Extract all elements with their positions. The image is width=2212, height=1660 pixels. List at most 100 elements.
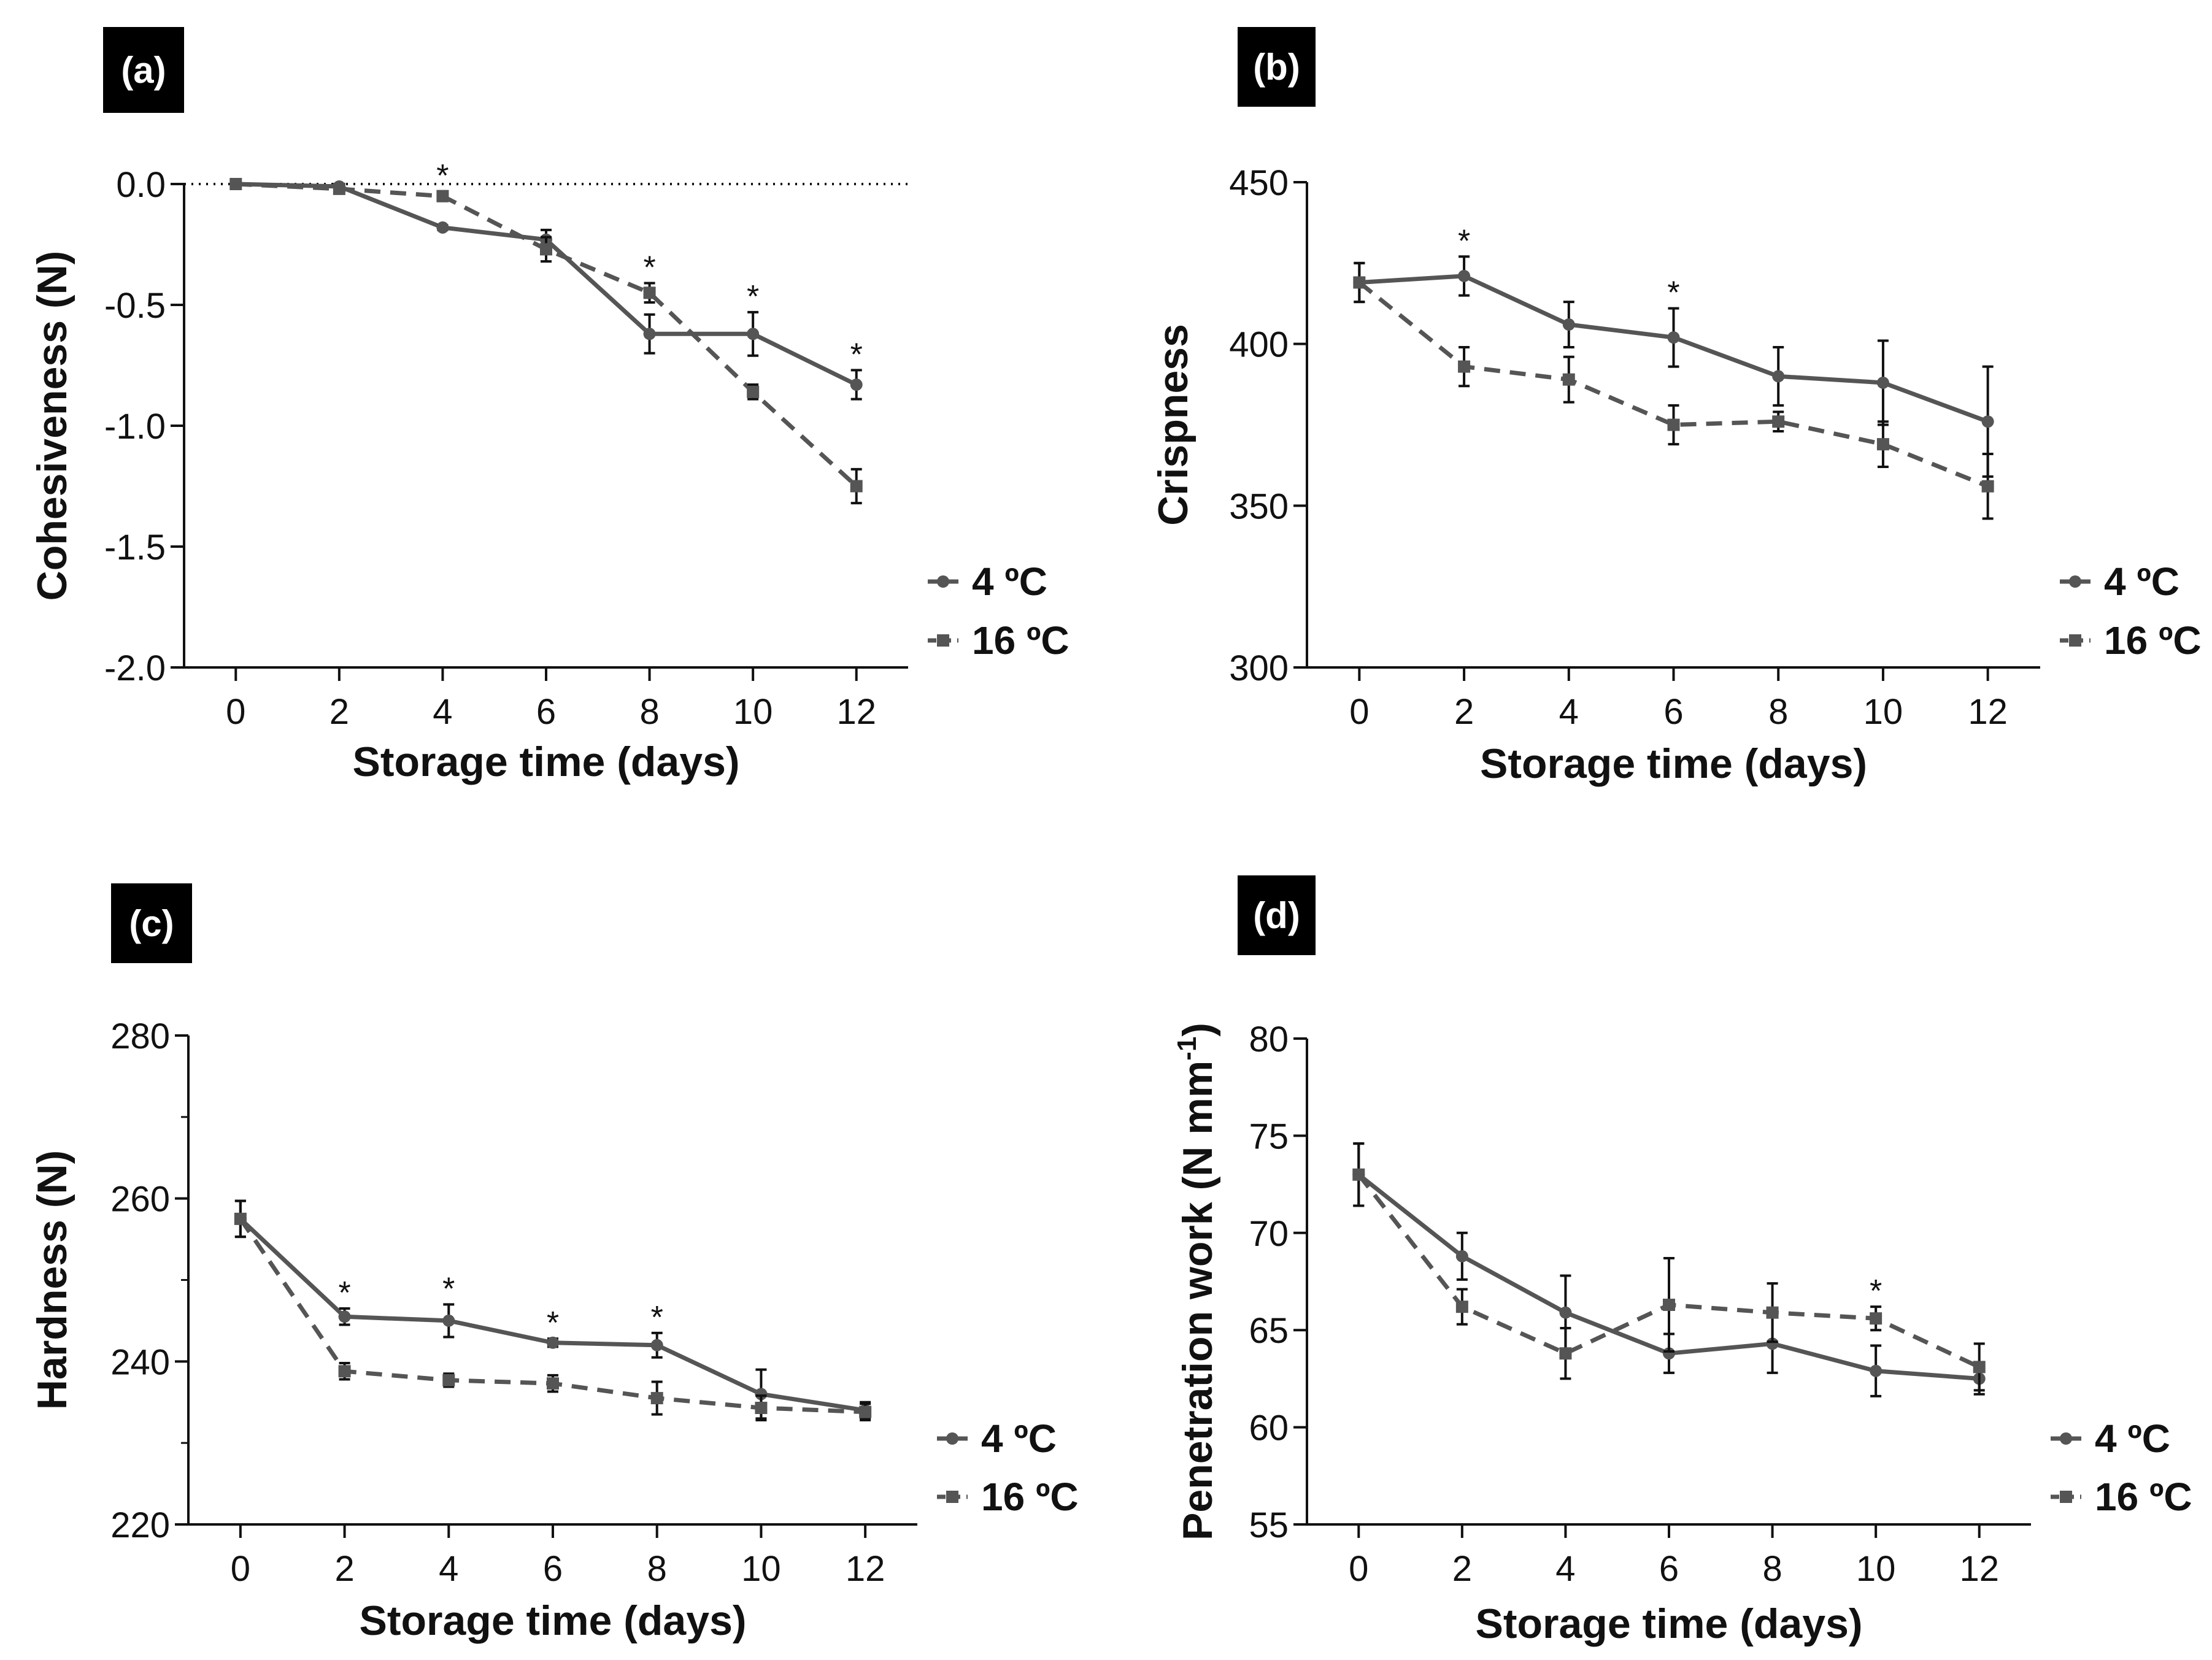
- x-tick-label: 8: [1762, 1549, 1782, 1589]
- data-point: [338, 1310, 351, 1323]
- data-point: [747, 385, 760, 398]
- panel-b: (b) 300 350 400 450 0 2 4 6 8 10 12 Storage time (da…: [1150, 27, 2202, 787]
- y-axis-title: Cohesiveness (N): [29, 251, 75, 601]
- data-point: [1455, 1301, 1468, 1313]
- x-tick-label: 2: [334, 1549, 354, 1589]
- data-point: [859, 1405, 872, 1418]
- y-tick-label: 65: [1249, 1311, 1289, 1351]
- data-point: [1876, 438, 1889, 451]
- panel-label-badge: [111, 883, 192, 963]
- significance-marker: *: [1667, 275, 1679, 311]
- significance-marker: *: [338, 1275, 350, 1311]
- y-axis-title: Penetration work (N mm-1): [1172, 1023, 1221, 1540]
- significance-marker: *: [547, 1305, 559, 1341]
- panel-label-badge: [103, 27, 184, 113]
- panel-a: (a) 0.0 -0.5 -1.0 -1.5 -2.0 0 2 4 6 8 10 12 Storage t…: [29, 27, 1069, 785]
- legend-marker: [937, 575, 949, 588]
- y-axis-title: Hardness (N): [29, 1150, 75, 1410]
- y-tick-label: 70: [1249, 1214, 1289, 1254]
- legend-label: 4 ºC: [972, 559, 1047, 604]
- y-tick-label: 350: [1229, 486, 1289, 526]
- data-point: [442, 1374, 455, 1386]
- y-axis-title-superscript: -1: [1172, 1037, 1202, 1061]
- y-tick-label: 0.0: [116, 165, 166, 205]
- data-point: [436, 221, 449, 234]
- series-16C: [234, 1199, 872, 1421]
- x-tick-label: 0: [1349, 1549, 1368, 1589]
- data-point: [442, 1314, 455, 1327]
- data-point: [436, 190, 449, 202]
- legend-label: 4 ºC: [981, 1416, 1057, 1461]
- y-tick-label: 240: [110, 1342, 170, 1382]
- x-tick-label: 12: [1959, 1549, 1999, 1589]
- data-point: [643, 328, 656, 340]
- series-4C: [229, 178, 863, 401]
- series-16C: [1353, 261, 1994, 520]
- x-axis-title: Storage time (days): [352, 739, 739, 785]
- x-tick-label: 2: [1452, 1549, 1472, 1589]
- data-point: [338, 1365, 351, 1378]
- panel-c: (c) 220 240 260 280 0 2 4 6 8 10 12 Storage time (da…: [29, 883, 1079, 1644]
- legend-marker: [2069, 575, 2081, 588]
- x-axis-title: Storage time (days): [1480, 740, 1867, 787]
- data-point: [1667, 331, 1680, 344]
- legend-label: 4 ºC: [2095, 1416, 2170, 1461]
- legend-label: 16 ºC: [2104, 618, 2202, 663]
- y-tick-label: 55: [1249, 1505, 1289, 1545]
- x-tick-label: 0: [1349, 692, 1369, 732]
- series-16C: [229, 178, 863, 505]
- x-tick-label: 6: [536, 692, 556, 732]
- y-tick-label: 280: [110, 1016, 170, 1056]
- panel-label: (a): [121, 50, 166, 91]
- x-axis-title: Storage time (days): [1475, 1600, 1862, 1647]
- y-tick-label: -1.5: [104, 528, 166, 567]
- x-tick-label: 8: [639, 692, 659, 732]
- data-point: [1981, 480, 1994, 493]
- data-point: [650, 1392, 663, 1405]
- significance-marker: *: [747, 279, 759, 315]
- panel-label: (b): [1253, 47, 1300, 88]
- data-point: [1352, 1168, 1365, 1181]
- data-point: [1772, 415, 1785, 428]
- x-tick-label: 2: [1454, 692, 1474, 732]
- x-tick-label: 0: [226, 692, 245, 732]
- legend-label: 16 ºC: [972, 618, 1069, 663]
- x-tick-label: 12: [836, 692, 876, 732]
- data-point: [1667, 418, 1680, 431]
- legend-label: 16 ºC: [2095, 1475, 2192, 1519]
- x-tick-label: 4: [1559, 692, 1579, 732]
- significance-marker: *: [643, 250, 655, 286]
- x-tick-label: 10: [733, 692, 773, 732]
- x-tick-label: 12: [846, 1549, 885, 1589]
- series-line: [236, 182, 858, 387]
- legend-marker: [2060, 1491, 2072, 1503]
- data-point: [1766, 1306, 1779, 1319]
- significance-marker: *: [1458, 223, 1470, 259]
- legend-marker: [2069, 634, 2081, 647]
- x-tick-label: 10: [1863, 692, 1903, 732]
- data-point: [1876, 376, 1889, 389]
- x-tick-label: 10: [1856, 1549, 1896, 1589]
- x-axis-title: Storage time (days): [359, 1597, 746, 1644]
- legend-marker: [946, 1491, 958, 1503]
- panel-label-badge: [1238, 27, 1316, 107]
- y-tick-label: -0.5: [104, 286, 166, 326]
- data-point: [1353, 276, 1366, 289]
- x-tick-label: 12: [1968, 692, 2008, 732]
- legend-marker: [2060, 1432, 2072, 1445]
- data-point: [1562, 373, 1575, 386]
- x-tick-label: 6: [1663, 692, 1683, 732]
- y-tick-label: 260: [110, 1180, 170, 1220]
- data-point: [650, 1339, 663, 1351]
- series-16C: [1352, 1142, 1986, 1392]
- legend-label: 16 ºC: [981, 1475, 1079, 1519]
- data-point: [1559, 1347, 1572, 1360]
- y-tick-label: 300: [1229, 648, 1289, 688]
- data-point: [540, 243, 552, 256]
- x-tick-label: 6: [543, 1549, 563, 1589]
- panel-label: (d): [1253, 895, 1300, 936]
- panel-d: (d) 55 60 65 70 75 80 0 2 4 6 8 10 12 Storage time (da…: [1172, 875, 2192, 1647]
- data-point: [1458, 269, 1471, 282]
- legend-marker: [946, 1432, 958, 1445]
